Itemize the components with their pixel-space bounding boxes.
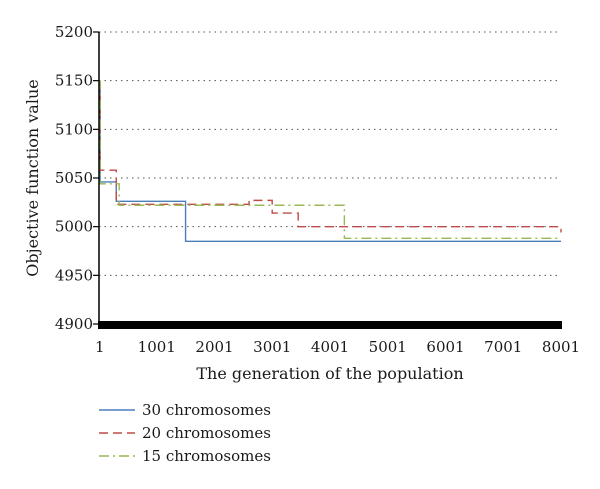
y-axis-label: Objective function value bbox=[23, 79, 42, 276]
y-tick-label: 5050 bbox=[55, 169, 93, 187]
legend-label-3: 15 chromosomes bbox=[142, 447, 271, 465]
x-tick-label: 8001 bbox=[542, 338, 580, 356]
x-tick-label: 7001 bbox=[484, 338, 522, 356]
x-tick-label: 3001 bbox=[253, 338, 291, 356]
axes bbox=[93, 31, 562, 329]
series-lines bbox=[99, 79, 562, 242]
x-axis-label: The generation of the population bbox=[196, 364, 463, 383]
y-tick-label: 5100 bbox=[55, 120, 93, 138]
y-tick-label: 4900 bbox=[55, 315, 93, 333]
series-line-2 bbox=[99, 81, 562, 233]
y-tick-label: 4950 bbox=[55, 266, 93, 284]
x-tick-label: 6001 bbox=[426, 338, 464, 356]
x-tick-label: 4001 bbox=[311, 338, 349, 356]
x-tick-labels: 1 1001 2001 3001 4001 5001 6001 7001 8001 bbox=[95, 338, 580, 356]
x-tick-label: 1 bbox=[95, 338, 105, 356]
legend-label-1: 30 chromosomes bbox=[142, 401, 271, 419]
legend-label-2: 20 chromosomes bbox=[142, 424, 271, 442]
x-tick-label: 2001 bbox=[195, 338, 233, 356]
y-tick-label: 5200 bbox=[55, 23, 93, 41]
y-tick-label: 5150 bbox=[55, 72, 93, 90]
y-tick-label: 5000 bbox=[55, 218, 93, 236]
y-tick-labels: 4900 4950 5000 5050 5100 5150 5200 bbox=[55, 23, 93, 333]
series-line-3 bbox=[99, 79, 561, 240]
x-tick-label: 5001 bbox=[369, 338, 407, 356]
legend: 30 chromosomes 20 chromosomes 15 chromosom… bbox=[99, 401, 271, 465]
x-axis-bar bbox=[98, 321, 562, 329]
x-tick-label: 1001 bbox=[138, 338, 176, 356]
grid-lines bbox=[99, 31, 561, 276]
series-line-1 bbox=[99, 89, 561, 242]
